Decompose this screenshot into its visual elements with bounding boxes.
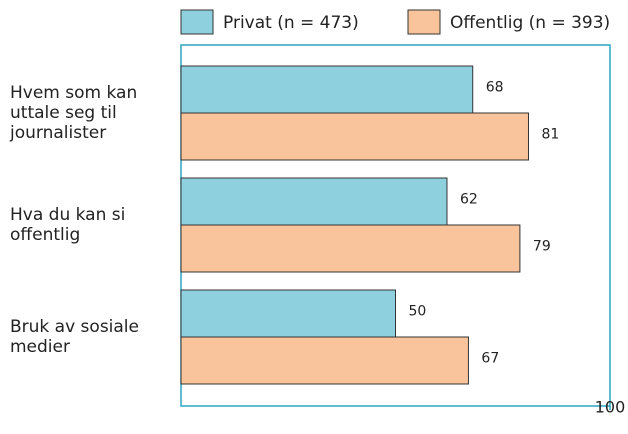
category-label: Hvem som kan uttale seg til journalister (10, 83, 138, 143)
bar (180, 224, 521, 273)
value-label: 68 (486, 80, 504, 96)
bar (180, 336, 469, 385)
legend-label: Offentlig (n = 393) (450, 13, 610, 33)
x-tick-label: 100 (595, 398, 626, 417)
category-label: Hva du kan si offentlig (10, 205, 126, 245)
legend-label: Privat (n = 473) (223, 13, 359, 33)
bar (180, 177, 448, 226)
bar (180, 112, 529, 161)
category-label: Bruk av sosiale medier (10, 317, 139, 357)
value-label: 79 (533, 239, 551, 255)
value-label: 67 (481, 351, 499, 367)
value-label: 62 (460, 192, 478, 208)
value-label: 81 (541, 127, 559, 143)
bar (180, 289, 396, 338)
legend-swatch (407, 9, 441, 35)
bar (180, 65, 474, 114)
value-label: 50 (409, 304, 427, 320)
legend-swatch (180, 9, 214, 35)
